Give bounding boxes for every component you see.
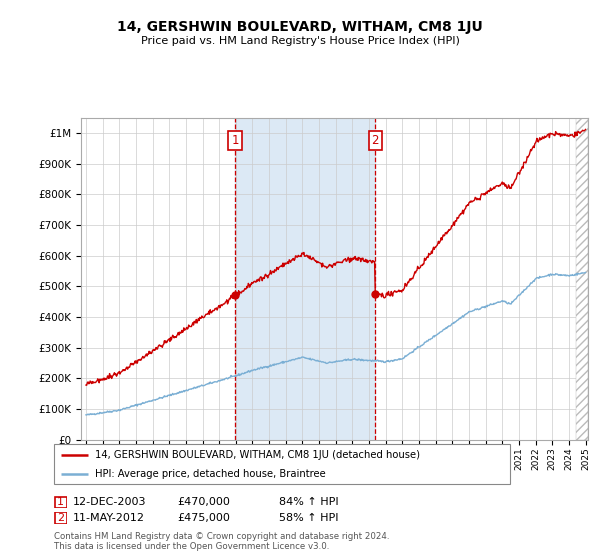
Text: 58% ↑ HPI: 58% ↑ HPI: [279, 513, 338, 523]
Bar: [575, 118, 588, 440]
Text: 1: 1: [232, 134, 239, 147]
Text: £475,000: £475,000: [177, 513, 230, 523]
Text: 11-MAY-2012: 11-MAY-2012: [73, 513, 145, 523]
FancyBboxPatch shape: [54, 444, 510, 484]
Text: Contains HM Land Registry data © Crown copyright and database right 2024.
This d: Contains HM Land Registry data © Crown c…: [54, 532, 389, 552]
Text: 2: 2: [371, 134, 379, 147]
Text: £470,000: £470,000: [177, 497, 230, 507]
Text: 2: 2: [57, 513, 64, 523]
Text: 1: 1: [57, 497, 64, 507]
FancyBboxPatch shape: [55, 512, 67, 524]
FancyBboxPatch shape: [55, 497, 67, 508]
Text: Price paid vs. HM Land Registry's House Price Index (HPI): Price paid vs. HM Land Registry's House …: [140, 36, 460, 46]
Bar: [235, 118, 375, 440]
Text: HPI: Average price, detached house, Braintree: HPI: Average price, detached house, Brai…: [95, 469, 326, 478]
Text: 84% ↑ HPI: 84% ↑ HPI: [279, 497, 338, 507]
Text: 14, GERSHWIN BOULEVARD, WITHAM, CM8 1JU (detached house): 14, GERSHWIN BOULEVARD, WITHAM, CM8 1JU …: [95, 450, 420, 460]
Text: 12-DEC-2003: 12-DEC-2003: [73, 497, 146, 507]
Text: 14, GERSHWIN BOULEVARD, WITHAM, CM8 1JU: 14, GERSHWIN BOULEVARD, WITHAM, CM8 1JU: [117, 20, 483, 34]
